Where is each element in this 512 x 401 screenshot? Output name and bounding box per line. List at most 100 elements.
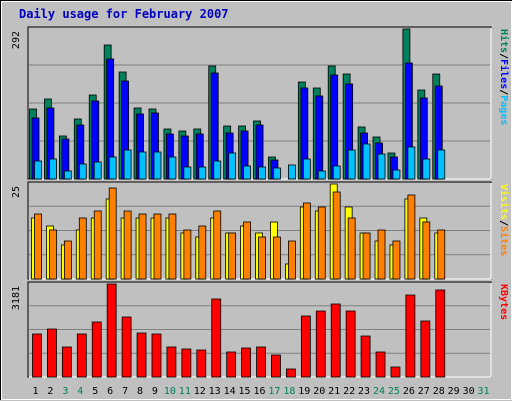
bar-sites-21 <box>332 191 341 280</box>
legend-pages: Pages <box>498 95 509 125</box>
bar-pages-2 <box>49 158 57 180</box>
x-tick-label-24: 24 <box>373 386 385 397</box>
bar-kbytes-22 <box>345 310 356 378</box>
bar-kbytes-6 <box>106 283 117 378</box>
bar-kbytes-21 <box>330 303 341 378</box>
legend-files: Files <box>498 59 510 89</box>
bar-kbytes-16 <box>256 346 266 378</box>
x-tick-label-3: 3 <box>62 386 68 397</box>
bar-pages-7 <box>123 149 132 180</box>
bar-kbytes-26 <box>405 294 416 378</box>
bar-pages-14 <box>228 152 237 180</box>
bar-sites-18 <box>288 240 296 280</box>
series-legend: Visits/Sites <box>498 184 510 256</box>
panel-hits-files-pages: 292 Hits/Files/Pages <box>11 26 510 180</box>
bar-kbytes-1 <box>32 333 42 378</box>
bar-sites-7 <box>123 210 132 280</box>
bar-sites-1 <box>34 213 42 280</box>
y-max-label: 3181 <box>11 286 22 310</box>
x-tick-label-25: 25 <box>388 386 400 397</box>
bar-kbytes-20 <box>315 310 326 378</box>
bar-kbytes-18 <box>286 368 296 378</box>
bar-pages-26 <box>407 146 416 180</box>
x-tick-label-26: 26 <box>403 386 415 397</box>
y-max-label: 292 <box>11 31 22 49</box>
x-tick-label-14: 14 <box>224 386 236 397</box>
bar-kbytes-13 <box>211 298 222 378</box>
bar-sites-6 <box>108 187 117 280</box>
legend-visits: Visits <box>498 184 510 220</box>
bar-kbytes-15 <box>241 347 251 378</box>
bar-sites-2 <box>49 229 57 280</box>
bar-kbytes-27 <box>420 320 431 378</box>
bar-kbytes-11 <box>181 348 192 378</box>
x-tick-label-11: 11 <box>179 386 191 397</box>
bar-pages-18 <box>288 164 296 180</box>
bar-kbytes-7 <box>121 316 132 378</box>
bar-pages-23 <box>362 143 371 180</box>
bar-pages-13 <box>213 160 222 180</box>
legend-kbytes: KBytes <box>498 284 509 320</box>
y-max-label: 25 <box>11 186 22 198</box>
x-tick-label-22: 22 <box>343 386 355 397</box>
bar-kbytes-3 <box>61 346 72 378</box>
bar-sites-17 <box>273 236 281 280</box>
legend-sites: Sites <box>498 226 510 256</box>
bar-pages-17 <box>273 167 281 180</box>
bar-pages-27 <box>422 158 431 180</box>
bar-kbytes-19 <box>300 315 311 378</box>
bar-sites-24 <box>377 229 386 280</box>
bar-kbytes-23 <box>360 335 371 378</box>
x-tick-label-10: 10 <box>164 386 176 397</box>
x-tick-label-8: 8 <box>137 386 143 397</box>
chart-title: Daily usage for February 2007 <box>19 7 229 21</box>
bar-sites-28 <box>437 229 446 280</box>
x-tick-label-30: 30 <box>463 386 475 397</box>
bar-sites-3 <box>63 240 72 280</box>
bar-kbytes-10 <box>166 346 177 378</box>
bar-pages-3 <box>63 170 72 180</box>
bar-pages-16 <box>258 166 266 180</box>
bar-pages-21 <box>332 165 341 180</box>
x-tick-label-12: 12 <box>194 386 206 397</box>
bar-sites-8 <box>138 213 147 280</box>
bar-sites-13 <box>213 210 222 280</box>
bar-sites-10 <box>168 213 177 280</box>
x-tick-label-13: 13 <box>209 386 221 397</box>
bar-pages-1 <box>34 160 42 180</box>
bar-pages-20 <box>317 170 326 180</box>
bar-pages-22 <box>347 149 356 180</box>
x-tick-label-6: 6 <box>107 386 113 397</box>
bar-sites-20 <box>317 206 326 280</box>
bar-pages-8 <box>138 151 147 180</box>
x-tick-label-27: 27 <box>418 386 430 397</box>
bar-sites-4 <box>78 217 87 280</box>
bar-files-20 <box>315 95 324 180</box>
x-tick-label-2: 2 <box>47 386 53 397</box>
bar-pages-6 <box>108 156 117 180</box>
legend-hits: Hits <box>498 29 510 53</box>
bar-kbytes-2 <box>47 328 57 378</box>
x-tick-label-17: 17 <box>268 386 280 397</box>
bar-pages-9 <box>153 151 162 180</box>
bar-kbytes-14 <box>226 351 237 378</box>
bar-pages-28 <box>437 149 446 180</box>
bar-sites-22 <box>347 217 356 280</box>
x-tick-label-9: 9 <box>152 386 158 397</box>
bar-kbytes-12 <box>196 349 207 378</box>
bar-kbytes-17 <box>271 354 281 378</box>
bar-pages-15 <box>243 165 251 180</box>
x-tick-label-28: 28 <box>433 386 445 397</box>
panel-kbytes: 3181 KBytes <box>11 281 509 378</box>
bar-kbytes-28 <box>435 289 446 378</box>
bar-sites-15 <box>243 221 251 280</box>
bar-kbytes-24 <box>375 351 386 378</box>
x-tick-label-18: 18 <box>283 386 295 397</box>
x-tick-label-23: 23 <box>358 386 370 397</box>
bar-sites-25 <box>392 240 401 280</box>
x-tick-label-21: 21 <box>328 386 340 397</box>
x-tick-label-31: 31 <box>478 386 490 397</box>
bar-pages-12 <box>198 166 207 180</box>
